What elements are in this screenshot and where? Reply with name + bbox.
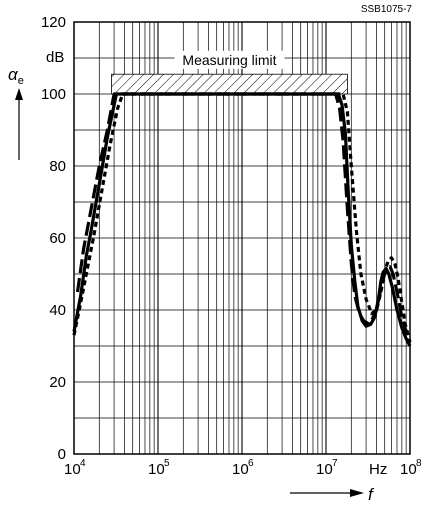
x-tick-exponent: 8 [416, 458, 422, 469]
y-axis-unit: dB [46, 49, 64, 66]
x-tick-label: 10 [148, 461, 165, 478]
x-axis-arrowhead [350, 489, 364, 497]
x-axis-unit: Hz [369, 461, 387, 478]
series-line-dashed [75, 92, 412, 340]
figure-code: SSB1075-7 [361, 4, 413, 15]
y-tick-label: 60 [49, 230, 66, 247]
x-tick-label: 10 [232, 461, 249, 478]
x-tick-exponent: 6 [248, 458, 254, 469]
measuring-limit-band [111, 73, 348, 95]
y-tick-label: 20 [49, 374, 66, 391]
x-axis-symbol: f [368, 485, 375, 504]
y-axis-symbol: αe [8, 65, 24, 87]
measuring-limit-label: Measuring limit [182, 52, 276, 68]
x-tick-label: 10 [64, 461, 81, 478]
y-tick-label: 120 [41, 14, 66, 31]
x-tick-exponent: 7 [332, 458, 338, 469]
x-tick-exponent: 4 [80, 458, 86, 469]
x-tick-exponent: 5 [164, 458, 170, 469]
annotation-background [174, 50, 285, 69]
y-tick-label: 0 [58, 446, 66, 463]
series-line-dotted [72, 92, 412, 343]
y-axis-symbol-main: α [8, 65, 19, 84]
y-tick-label: 100 [41, 86, 66, 103]
y-axis-arrowhead [15, 88, 23, 100]
series-layer [72, 92, 412, 347]
y-tick-label: 80 [49, 158, 66, 175]
plot-frame [73, 21, 411, 455]
x-tick-label: 10 [316, 461, 333, 478]
y-tick-label: 40 [49, 302, 66, 319]
y-axis-symbol-sub: e [18, 75, 24, 87]
x-tick-label: 10 [400, 461, 417, 478]
hatch-band [111, 73, 348, 95]
